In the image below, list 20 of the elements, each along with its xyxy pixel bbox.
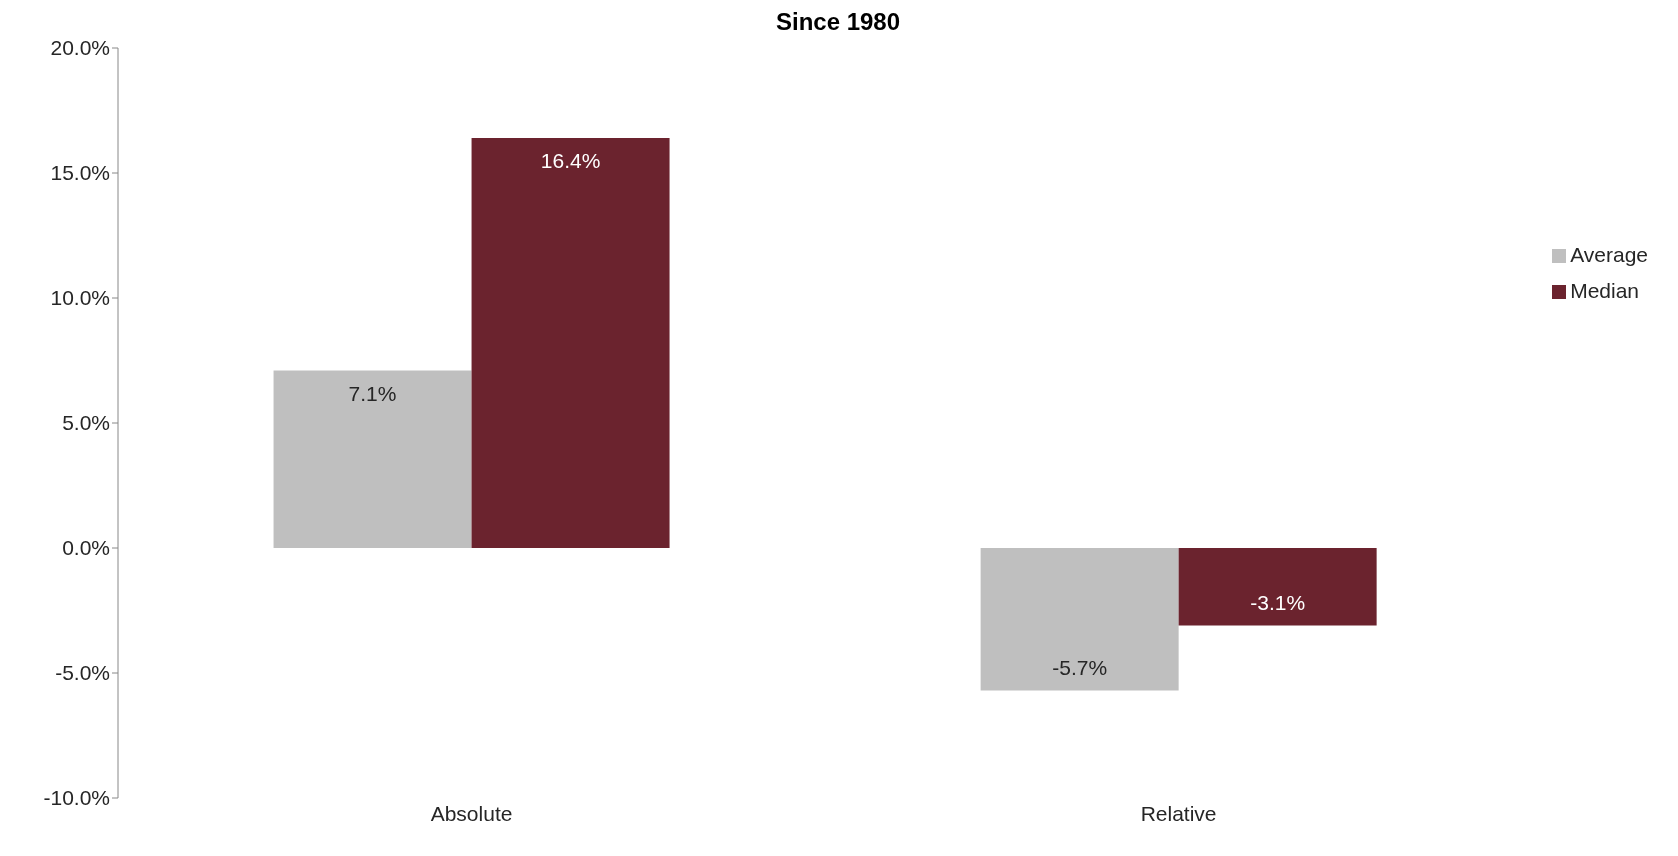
- data-label: 16.4%: [540, 149, 601, 172]
- data-label: -5.7%: [1052, 655, 1108, 679]
- bar: [1178, 548, 1377, 626]
- bar: [471, 138, 670, 548]
- y-tick-label: 15.0%: [50, 161, 110, 185]
- y-tick-label: -5.0%: [55, 661, 110, 685]
- y-tick-label: 0.0%: [62, 536, 110, 560]
- y-tick-label: 10.0%: [50, 286, 110, 310]
- chart-title: Since 1980: [774, 8, 902, 37]
- y-tick-label: 5.0%: [62, 411, 110, 435]
- x-tick-label: Relative: [1140, 801, 1217, 825]
- legend-label: Average: [1570, 243, 1648, 266]
- bar: [273, 370, 472, 548]
- bar: [980, 548, 1179, 691]
- x-tick-label: Absolute: [430, 801, 513, 825]
- data-label: 7.1%: [348, 381, 397, 405]
- legend-label: Median: [1570, 279, 1640, 302]
- data-label: -3.1%: [1250, 590, 1306, 614]
- y-tick-label: 20.0%: [50, 36, 110, 60]
- y-tick-label: -10.0%: [43, 786, 110, 810]
